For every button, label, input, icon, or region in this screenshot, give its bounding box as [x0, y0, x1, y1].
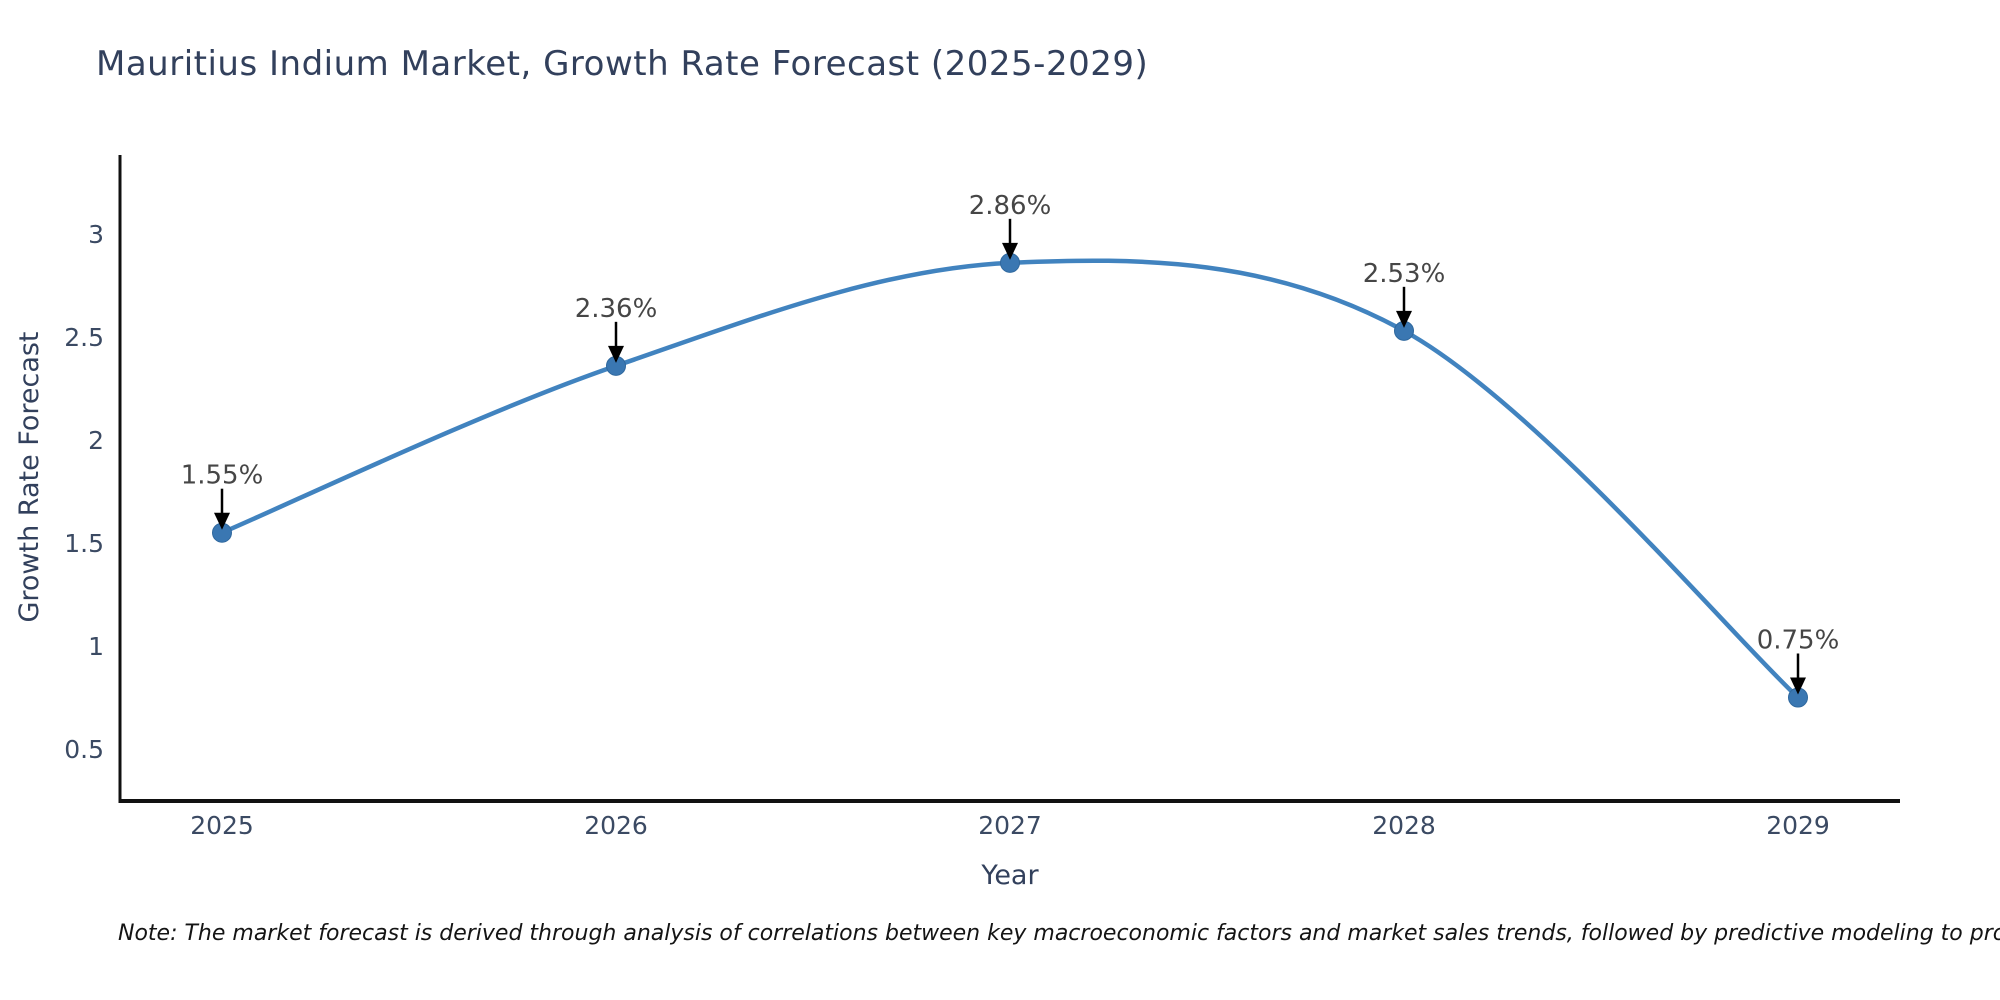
x-tick-label: 2027	[978, 811, 1042, 840]
annotation-arrowhead	[1396, 310, 1412, 328]
y-tick-label: 1.5	[64, 529, 104, 558]
data-point-label: 1.55%	[181, 461, 264, 491]
chart-title: Mauritius Indium Market, Growth Rate For…	[96, 44, 1149, 84]
x-axis-title: Year	[981, 860, 1039, 891]
annotation-arrowhead	[608, 345, 624, 363]
x-tick-label: 2025	[190, 811, 254, 840]
y-tick-label: 2	[88, 426, 104, 455]
x-tick-label: 2026	[584, 811, 648, 840]
y-tick-label: 2.5	[64, 323, 104, 352]
data-point-label: 2.86%	[969, 191, 1052, 221]
data-point-label: 2.53%	[1363, 259, 1446, 289]
annotation-arrowhead	[1002, 242, 1018, 260]
y-tick-label: 1	[88, 632, 104, 661]
x-tick-label: 2029	[1766, 811, 1830, 840]
data-point-label: 0.75%	[1757, 626, 1840, 656]
annotation-arrowhead	[214, 512, 230, 530]
data-point-label: 2.36%	[575, 294, 658, 324]
y-tick-label: 0.5	[64, 735, 104, 764]
footnote: Note: The market forecast is derived thr…	[118, 921, 2000, 946]
annotation-arrowhead	[1790, 677, 1806, 695]
x-tick-label: 2028	[1372, 811, 1436, 840]
y-tick-label: 3	[88, 220, 104, 249]
forecast-line	[219, 258, 1801, 700]
